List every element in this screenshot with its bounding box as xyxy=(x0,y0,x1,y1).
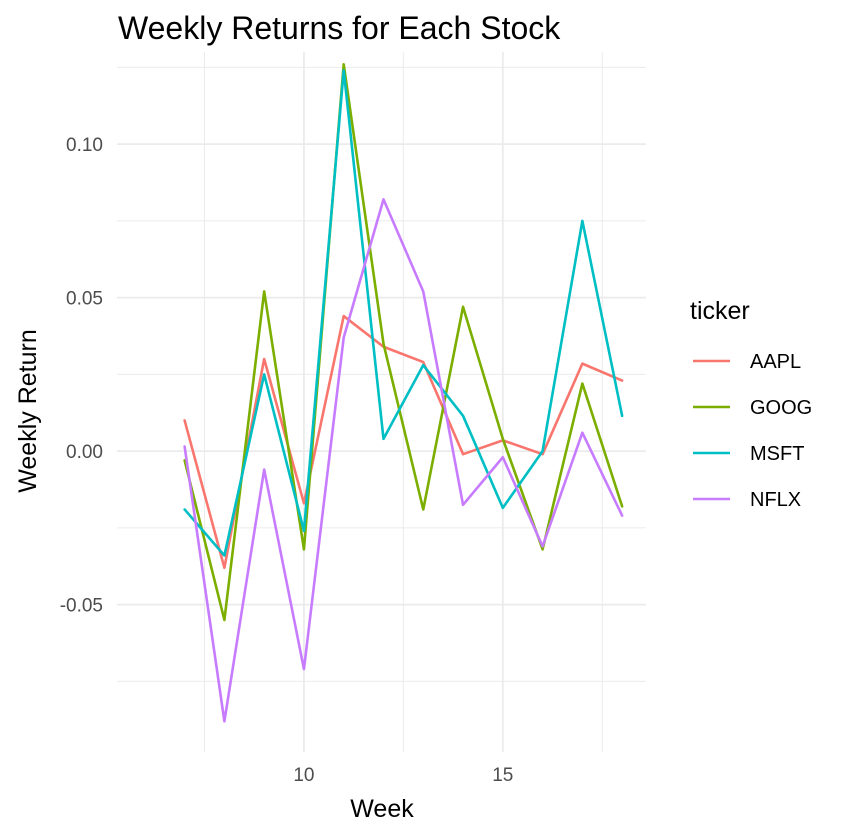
y-tick-label: 0.00 xyxy=(66,442,103,463)
legend-label-nflx: NFLX xyxy=(750,489,801,511)
series-lines xyxy=(183,62,624,723)
x-tick-label: 10 xyxy=(293,765,314,786)
legend-label-goog: GOOG xyxy=(750,397,812,419)
legend-label-msft: MSFT xyxy=(750,443,804,465)
y-axis-title: Weekly Return xyxy=(14,329,42,493)
series-line-msft xyxy=(183,69,624,557)
series-line-goog xyxy=(183,62,624,622)
y-tick-label: -0.05 xyxy=(60,596,103,617)
y-tick-label: 0.10 xyxy=(66,135,103,156)
legend-title: ticker xyxy=(690,297,750,325)
y-tick-label: 0.05 xyxy=(66,289,103,310)
series-line-nflx xyxy=(183,198,624,723)
chart-title: Weekly Returns for Each Stock xyxy=(118,10,561,46)
legend: ticker AAPL GOOG MSFT NFLX xyxy=(690,297,812,511)
x-axis-title: Week xyxy=(350,795,414,823)
x-tick-labels: 10 15 xyxy=(293,765,513,786)
legend-label-aapl: AAPL xyxy=(750,351,801,373)
y-tick-labels: -0.05 0.00 0.05 0.10 xyxy=(60,135,103,617)
series-line-aapl xyxy=(183,314,624,570)
x-tick-label: 15 xyxy=(492,765,513,786)
